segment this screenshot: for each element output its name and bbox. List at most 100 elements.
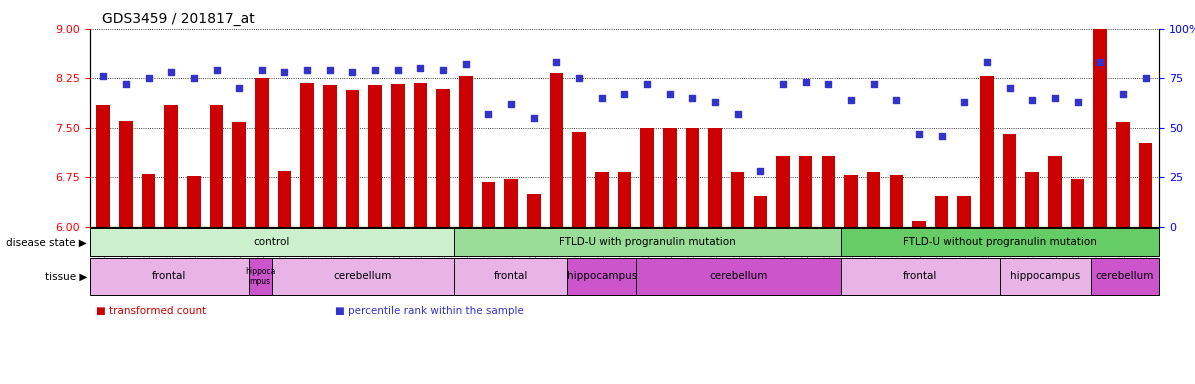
Bar xyxy=(504,179,517,227)
Text: cerebellum: cerebellum xyxy=(709,271,767,281)
Point xyxy=(547,60,566,66)
Text: frontal: frontal xyxy=(903,271,937,281)
Point xyxy=(841,97,860,103)
Point xyxy=(320,67,339,73)
Bar xyxy=(165,104,178,227)
Bar xyxy=(957,195,972,227)
Point xyxy=(1046,95,1065,101)
Bar xyxy=(249,258,271,295)
Bar xyxy=(120,121,133,227)
Bar xyxy=(572,132,586,227)
Bar xyxy=(980,76,994,227)
Point xyxy=(161,69,180,75)
Point xyxy=(728,111,747,117)
Bar xyxy=(663,127,676,227)
Text: hippocampus: hippocampus xyxy=(566,271,637,281)
Point xyxy=(343,69,362,75)
Bar xyxy=(1071,179,1084,227)
Point xyxy=(479,111,498,117)
Text: ■ percentile rank within the sample: ■ percentile rank within the sample xyxy=(335,306,523,316)
Bar xyxy=(912,221,926,227)
Bar xyxy=(844,175,858,227)
Point xyxy=(1000,85,1019,91)
Bar xyxy=(454,258,568,295)
Bar xyxy=(436,89,449,227)
Point xyxy=(955,99,974,105)
Bar xyxy=(323,85,337,227)
Bar xyxy=(641,127,654,227)
Bar xyxy=(754,195,767,227)
Point xyxy=(298,67,317,73)
Point xyxy=(864,81,883,87)
Bar xyxy=(636,258,840,295)
Point xyxy=(229,85,249,91)
Text: FTLD-U with progranulin mutation: FTLD-U with progranulin mutation xyxy=(559,237,735,247)
Text: cerebellum: cerebellum xyxy=(333,271,392,281)
Point xyxy=(434,67,453,73)
Bar xyxy=(866,172,881,227)
Point xyxy=(207,67,226,73)
Text: disease state ▶: disease state ▶ xyxy=(6,237,87,247)
Point xyxy=(388,67,407,73)
Point xyxy=(637,81,656,87)
Text: cerebellum: cerebellum xyxy=(1096,271,1154,281)
Bar xyxy=(459,76,472,227)
Text: frontal: frontal xyxy=(152,271,186,281)
Bar xyxy=(209,104,223,227)
Point xyxy=(593,95,612,101)
Point xyxy=(1114,91,1133,97)
Bar xyxy=(90,258,249,295)
Point xyxy=(705,99,724,105)
Bar xyxy=(345,90,360,227)
Text: hippoca
mpus: hippoca mpus xyxy=(245,266,276,286)
Point xyxy=(252,67,271,73)
Point xyxy=(819,81,838,87)
Point xyxy=(614,91,633,97)
Bar xyxy=(550,73,563,227)
Text: ■ transformed count: ■ transformed count xyxy=(96,306,206,316)
Bar xyxy=(527,194,540,227)
Point xyxy=(93,73,112,79)
Bar xyxy=(391,83,405,227)
Point xyxy=(660,91,679,97)
Bar xyxy=(482,182,495,227)
Bar xyxy=(777,156,790,227)
Text: tissue ▶: tissue ▶ xyxy=(45,271,87,281)
Bar xyxy=(821,156,835,227)
Bar xyxy=(840,228,1159,256)
Point xyxy=(275,69,294,75)
Point xyxy=(1136,75,1156,81)
Text: hippocampus: hippocampus xyxy=(1010,271,1080,281)
Bar xyxy=(686,127,699,227)
Bar xyxy=(300,83,314,227)
Bar xyxy=(934,195,949,227)
Bar xyxy=(568,258,636,295)
Point xyxy=(502,101,521,107)
Bar xyxy=(368,85,382,227)
Bar xyxy=(799,156,813,227)
Point xyxy=(1091,60,1110,66)
Point xyxy=(887,97,906,103)
Bar xyxy=(90,228,454,256)
Bar xyxy=(271,258,454,295)
Bar xyxy=(1000,258,1091,295)
Point xyxy=(978,60,997,66)
Bar xyxy=(1025,172,1040,227)
Bar xyxy=(232,122,246,227)
Bar xyxy=(1003,134,1017,227)
Bar xyxy=(97,104,110,227)
Point xyxy=(796,79,815,85)
Bar xyxy=(709,127,722,227)
Bar xyxy=(188,176,201,227)
Bar xyxy=(595,172,608,227)
Bar xyxy=(255,78,269,227)
Bar xyxy=(840,258,1000,295)
Point xyxy=(456,61,476,68)
Bar xyxy=(454,228,840,256)
Point xyxy=(570,75,589,81)
Point xyxy=(184,75,203,81)
Point xyxy=(1068,99,1087,105)
Point xyxy=(682,95,701,101)
Point xyxy=(750,168,770,174)
Bar xyxy=(1048,156,1061,227)
